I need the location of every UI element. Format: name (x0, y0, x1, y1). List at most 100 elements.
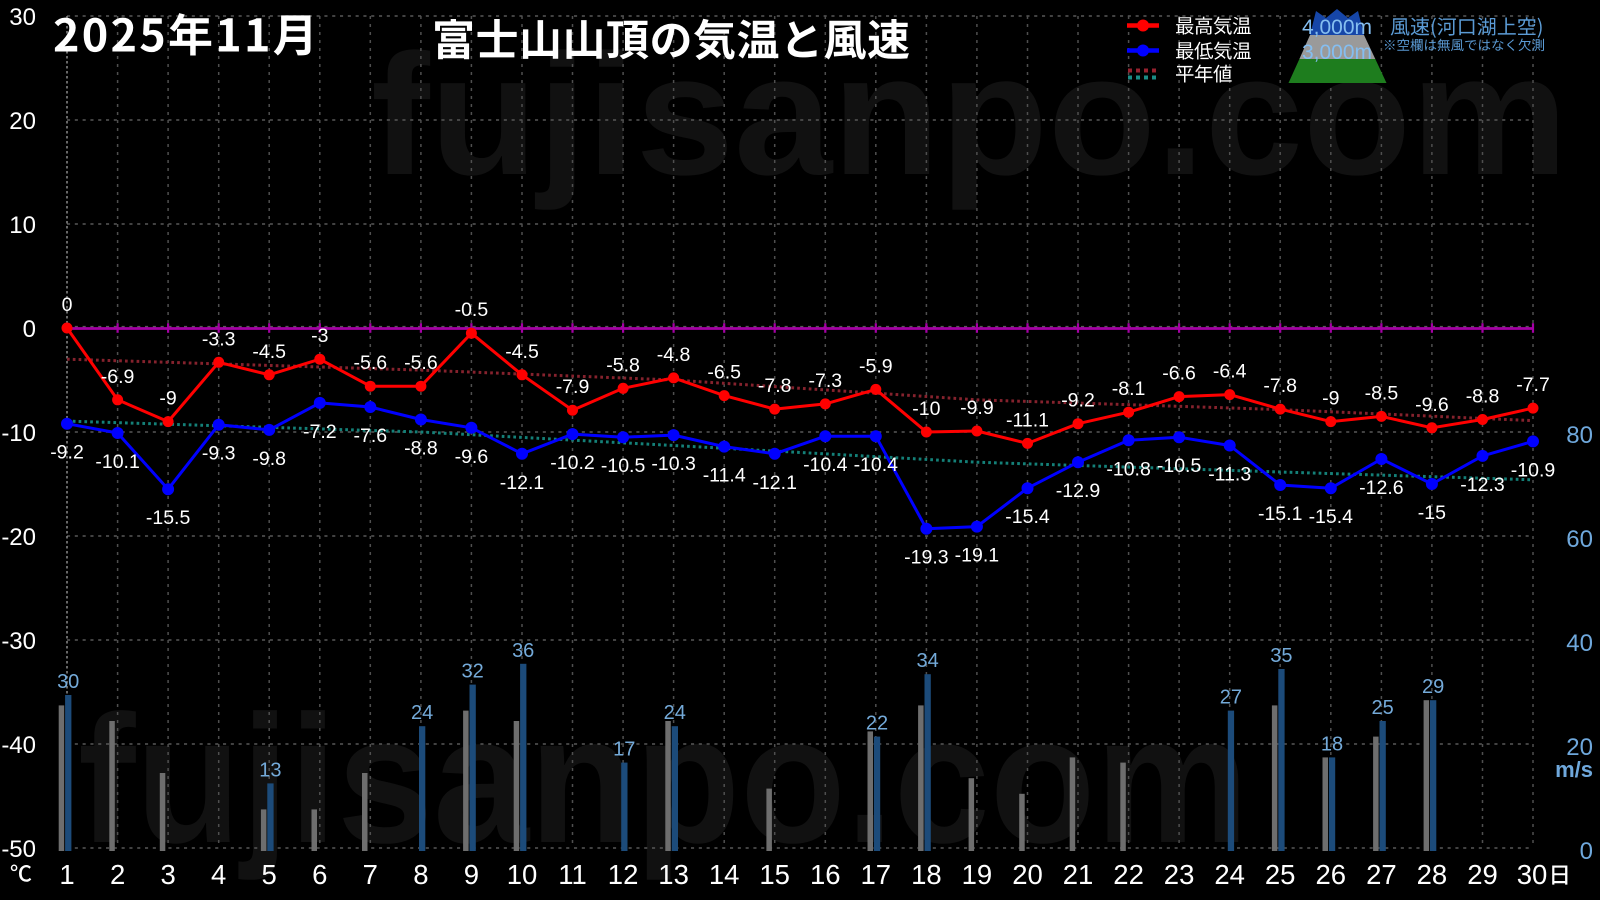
svg-text:-7.8: -7.8 (1263, 375, 1297, 397)
svg-text:10: 10 (9, 212, 36, 239)
svg-text:15: 15 (759, 859, 790, 890)
svg-text:7: 7 (363, 859, 378, 890)
svg-text:19: 19 (962, 859, 993, 890)
svg-text:22: 22 (866, 713, 888, 735)
svg-text:-12.9: -12.9 (1056, 480, 1100, 502)
svg-text:-3.3: -3.3 (202, 328, 236, 350)
svg-text:20: 20 (1566, 734, 1593, 761)
svg-text:36: 36 (512, 640, 534, 662)
svg-text:30: 30 (9, 4, 36, 31)
svg-text:-9.2: -9.2 (50, 442, 84, 464)
svg-text:-15.1: -15.1 (1258, 503, 1302, 525)
svg-text:-8.8: -8.8 (404, 438, 438, 460)
svg-text:-6.9: -6.9 (101, 366, 135, 388)
svg-text:-10.9: -10.9 (1511, 459, 1555, 481)
svg-text:30: 30 (57, 671, 79, 693)
svg-text:27: 27 (1366, 859, 1397, 890)
svg-text:35: 35 (1270, 645, 1292, 667)
svg-text:32: 32 (461, 661, 483, 683)
svg-text:-19.3: -19.3 (904, 547, 948, 569)
svg-text:27: 27 (1220, 687, 1242, 709)
svg-text:-9: -9 (1322, 388, 1339, 410)
svg-text:34: 34 (916, 650, 938, 672)
svg-text:-5.9: -5.9 (859, 355, 893, 377)
svg-text:-6.4: -6.4 (1213, 361, 1247, 383)
svg-text:-9.3: -9.3 (202, 443, 236, 465)
svg-text:30: 30 (1517, 859, 1548, 890)
svg-text:-15.5: -15.5 (146, 507, 191, 529)
svg-text:13: 13 (658, 859, 689, 890)
svg-text:11: 11 (558, 859, 587, 890)
svg-text:-20: -20 (1, 524, 36, 551)
svg-text:-8.8: -8.8 (1466, 386, 1500, 408)
svg-text:-8.5: -8.5 (1365, 382, 1399, 404)
svg-text:-10.3: -10.3 (651, 453, 695, 475)
svg-text:-12.1: -12.1 (752, 472, 796, 494)
svg-text:-11.4: -11.4 (703, 465, 746, 487)
svg-text:-10.4: -10.4 (854, 454, 899, 476)
svg-text:8: 8 (413, 859, 428, 890)
svg-text:6: 6 (312, 859, 327, 890)
svg-text:-15: -15 (1418, 502, 1446, 524)
svg-text:-7.6: -7.6 (353, 425, 387, 447)
svg-text:3: 3 (160, 859, 175, 890)
svg-text:-10.5: -10.5 (601, 455, 646, 477)
svg-text:18: 18 (911, 859, 942, 890)
svg-text:-50: -50 (1, 836, 36, 863)
svg-text:24: 24 (664, 702, 686, 724)
svg-text:17: 17 (613, 739, 635, 761)
svg-text:17: 17 (861, 859, 892, 890)
svg-text:-9.6: -9.6 (455, 446, 489, 468)
svg-text:0: 0 (23, 316, 36, 343)
svg-text:1: 1 (59, 859, 74, 890)
svg-text:-9: -9 (159, 388, 176, 410)
svg-text:20: 20 (9, 108, 36, 135)
svg-text:-6.6: -6.6 (1162, 363, 1196, 385)
svg-text:-7.7: -7.7 (1516, 374, 1550, 396)
svg-text:-10.4: -10.4 (803, 454, 848, 476)
svg-text:2: 2 (110, 859, 125, 890)
svg-text:18: 18 (1321, 733, 1343, 755)
svg-text:-10.5: -10.5 (1157, 455, 1202, 477)
svg-text:-7.2: -7.2 (303, 421, 337, 443)
svg-text:-4.5: -4.5 (505, 341, 539, 363)
svg-text:10: 10 (507, 859, 538, 890)
svg-text:-4.5: -4.5 (252, 341, 286, 363)
svg-text:16: 16 (810, 859, 841, 890)
svg-text:-5.8: -5.8 (606, 354, 640, 376)
svg-text:25: 25 (1371, 697, 1393, 719)
svg-text:80: 80 (1566, 422, 1593, 449)
svg-text:-12.3: -12.3 (1460, 474, 1504, 496)
svg-text:26: 26 (1316, 859, 1347, 890)
svg-text:-10.2: -10.2 (550, 452, 594, 474)
svg-text:-12.6: -12.6 (1359, 477, 1403, 499)
svg-text:-6.5: -6.5 (707, 362, 741, 384)
svg-text:-10.8: -10.8 (1106, 458, 1150, 480)
svg-text:9: 9 (464, 859, 479, 890)
svg-text:40: 40 (1566, 630, 1593, 657)
svg-text:13: 13 (259, 759, 281, 781)
svg-text:60: 60 (1566, 526, 1593, 553)
svg-text:14: 14 (709, 859, 740, 890)
svg-text:3,000m: 3,000m (1302, 41, 1372, 64)
svg-text:-4.8: -4.8 (657, 344, 691, 366)
svg-text:-7.9: -7.9 (556, 376, 590, 398)
svg-text:-10.1: -10.1 (95, 451, 139, 473)
svg-text:24: 24 (1214, 859, 1245, 890)
svg-text:-9.9: -9.9 (960, 397, 994, 419)
svg-text:20: 20 (1012, 859, 1043, 890)
svg-text:-7.8: -7.8 (758, 375, 792, 397)
svg-text:29: 29 (1467, 859, 1498, 890)
svg-text:21: 21 (1063, 859, 1094, 890)
svg-text:fujisanpo.com: fujisanpo.com (371, 19, 1568, 211)
svg-text:-11.1: -11.1 (1006, 409, 1049, 431)
svg-text:-9.8: -9.8 (252, 448, 286, 470)
svg-text:25: 25 (1265, 859, 1296, 890)
svg-text:-15.4: -15.4 (1309, 506, 1354, 528)
svg-text:0: 0 (62, 294, 73, 316)
svg-text:23: 23 (1164, 859, 1195, 890)
svg-text:12: 12 (608, 859, 639, 890)
svg-text:-10: -10 (912, 398, 940, 420)
svg-text:-11.3: -11.3 (1208, 464, 1251, 486)
svg-text:-9.2: -9.2 (1061, 390, 1095, 412)
